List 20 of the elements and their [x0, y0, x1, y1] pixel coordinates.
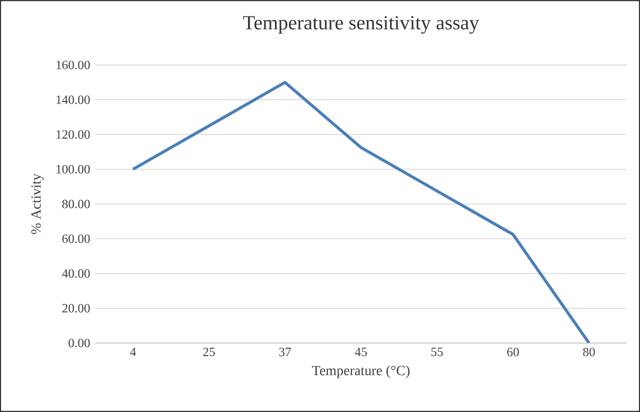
x-tick-label: 4 — [130, 348, 136, 356]
y-tick-label: 160.00 — [56, 60, 90, 70]
y-tick-label: 20.00 — [62, 304, 90, 313]
x-tick-label: 45 — [354, 348, 367, 356]
y-tick-label: 120.00 — [56, 130, 90, 139]
y-tick-label: 80.00 — [62, 200, 90, 208]
line-series — [132, 80, 590, 343]
y-axis-title: % Activity — [31, 174, 44, 234]
y-tick-label: 60.00 — [62, 234, 90, 244]
x-axis-title: Temperature (°C) — [312, 365, 410, 378]
y-tick-label: 40.00 — [62, 269, 90, 278]
x-tick-label: 55 — [431, 348, 443, 356]
x-tick-label: 37 — [279, 348, 291, 356]
chart-title: Temperature sensitivity assay — [243, 16, 480, 34]
y-tick-label: 0.00 — [68, 338, 90, 348]
x-tick-label: 60 — [507, 348, 519, 356]
y-tick-label: 140.00 — [56, 95, 90, 104]
y-tick-label: 100.00 — [56, 164, 90, 174]
x-tick-label: 25 — [203, 348, 215, 356]
x-tick-label: 80 — [583, 348, 595, 356]
